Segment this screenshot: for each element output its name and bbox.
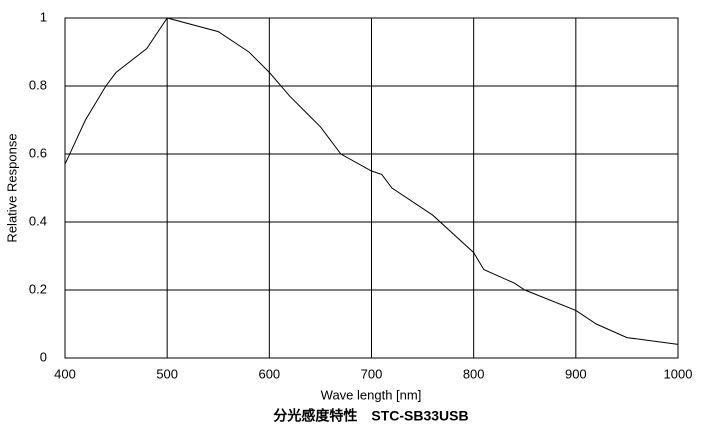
- x-tick-label: 600: [258, 366, 280, 381]
- y-tick-label: 0.4: [29, 213, 47, 228]
- y-tick-label: 0.8: [29, 77, 47, 92]
- x-tick-label: 1000: [664, 366, 693, 381]
- y-tick-label: 0.2: [29, 281, 47, 296]
- y-tick-label: 0.6: [29, 145, 47, 160]
- x-tick-label: 900: [565, 366, 587, 381]
- chart-title: 分光感度特性 STC-SB33USB: [273, 408, 468, 424]
- x-tick-label: 400: [54, 366, 76, 381]
- y-tick-label: 0: [40, 349, 47, 364]
- x-tick-label: 700: [361, 366, 383, 381]
- y-axis-label: Relative Response: [4, 133, 19, 242]
- data-line: [64, 17, 679, 345]
- y-tick-label: 1: [40, 9, 47, 24]
- x-axis-label: Wave length [nm]: [321, 387, 422, 402]
- x-tick-label: 500: [156, 366, 178, 381]
- x-tick-label: 800: [463, 366, 485, 381]
